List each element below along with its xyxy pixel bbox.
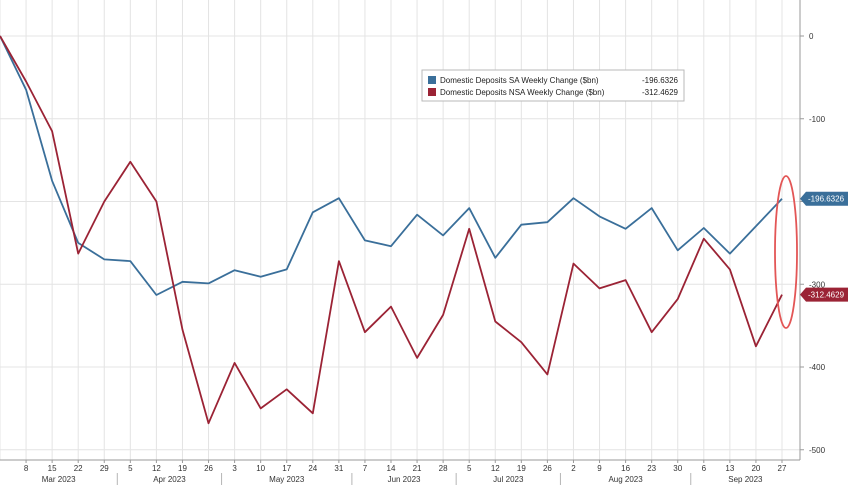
x-tick-label: 15 — [48, 464, 57, 473]
last-value-tag — [800, 287, 848, 302]
x-tick-label: 31 — [334, 464, 343, 473]
x-tick-label: 20 — [751, 464, 760, 473]
x-tick-label: 8 — [24, 464, 29, 473]
x-tick-label: 27 — [778, 464, 787, 473]
legend-swatch — [428, 76, 436, 84]
legend-last-value: -312.4629 — [642, 88, 679, 97]
x-axis-ticks: 8 15 22 29 5 12 19 26 3 10 17 24 31 7 14 21 28 5 12 19 26 2 9 1… — [24, 460, 787, 473]
x-tick-label: 3 — [232, 464, 237, 473]
last-value-tag — [800, 191, 848, 206]
x-tick-label: 23 — [647, 464, 656, 473]
x-tick-label: 12 — [491, 464, 500, 473]
x-tick-label: 21 — [413, 464, 422, 473]
y-tick-label: 0 — [809, 32, 814, 41]
series-lines — [0, 35, 783, 425]
legend-series-name: Domestic Deposits SA Weekly Change ($bn) — [440, 76, 599, 85]
legend-box — [421, 69, 685, 102]
x-tick-label: 26 — [204, 464, 213, 473]
x-axis-month-labels: Mar 2023 Apr 2023 May 2023 Jun 2023 Jul 2023… — [42, 473, 763, 485]
x-tick-label: 6 — [702, 464, 707, 473]
month-label: Jul 2023 — [493, 475, 524, 484]
x-tick-label: 22 — [74, 464, 83, 473]
series-line — [0, 35, 783, 425]
month-label: Sep 2023 — [728, 475, 763, 484]
last-value-tags: -196.6326 -312.4629 — [800, 191, 848, 302]
month-label: Aug 2023 — [608, 475, 643, 484]
x-tick-label: 14 — [387, 464, 396, 473]
y-tick-label: -300 — [809, 280, 826, 289]
x-tick-label: 12 — [152, 464, 161, 473]
last-value-label: -196.6326 — [808, 195, 845, 204]
x-tick-label: 19 — [517, 464, 526, 473]
y-tick-label: -400 — [809, 363, 826, 372]
x-tick-label: 19 — [178, 464, 187, 473]
x-tick-label: 30 — [673, 464, 682, 473]
month-label: May 2023 — [269, 475, 305, 484]
x-tick-label: 5 — [467, 464, 472, 473]
legend-swatch — [428, 88, 436, 96]
x-tick-label: 28 — [439, 464, 448, 473]
x-tick-label: 24 — [308, 464, 317, 473]
x-tick-label: 5 — [128, 464, 133, 473]
month-label: Mar 2023 — [42, 475, 76, 484]
x-tick-label: 29 — [100, 464, 109, 473]
y-tick-label: -500 — [809, 446, 826, 455]
vertical-gridlines — [0, 0, 783, 460]
x-tick-label: 10 — [256, 464, 265, 473]
y-tick-label: -100 — [809, 115, 826, 124]
legend-last-value: -196.6326 — [642, 76, 679, 85]
x-tick-label: 7 — [363, 464, 368, 473]
month-label: Jun 2023 — [388, 475, 421, 484]
x-tick-label: 13 — [725, 464, 734, 473]
last-value-label: -312.4629 — [808, 291, 845, 300]
x-tick-label: 2 — [571, 464, 576, 473]
horizontal-gridlines — [0, 35, 800, 451]
x-tick-label: 9 — [597, 464, 602, 473]
x-tick-label: 26 — [543, 464, 552, 473]
month-label: Apr 2023 — [153, 475, 186, 484]
x-tick-label: 16 — [621, 464, 630, 473]
legend: Domestic Deposits SA Weekly Change ($bn)… — [421, 69, 685, 102]
series-line — [0, 35, 783, 296]
legend-series-name: Domestic Deposits NSA Weekly Change ($bn… — [440, 88, 605, 97]
highlight-ellipse — [774, 175, 798, 329]
x-tick-label: 17 — [282, 464, 291, 473]
